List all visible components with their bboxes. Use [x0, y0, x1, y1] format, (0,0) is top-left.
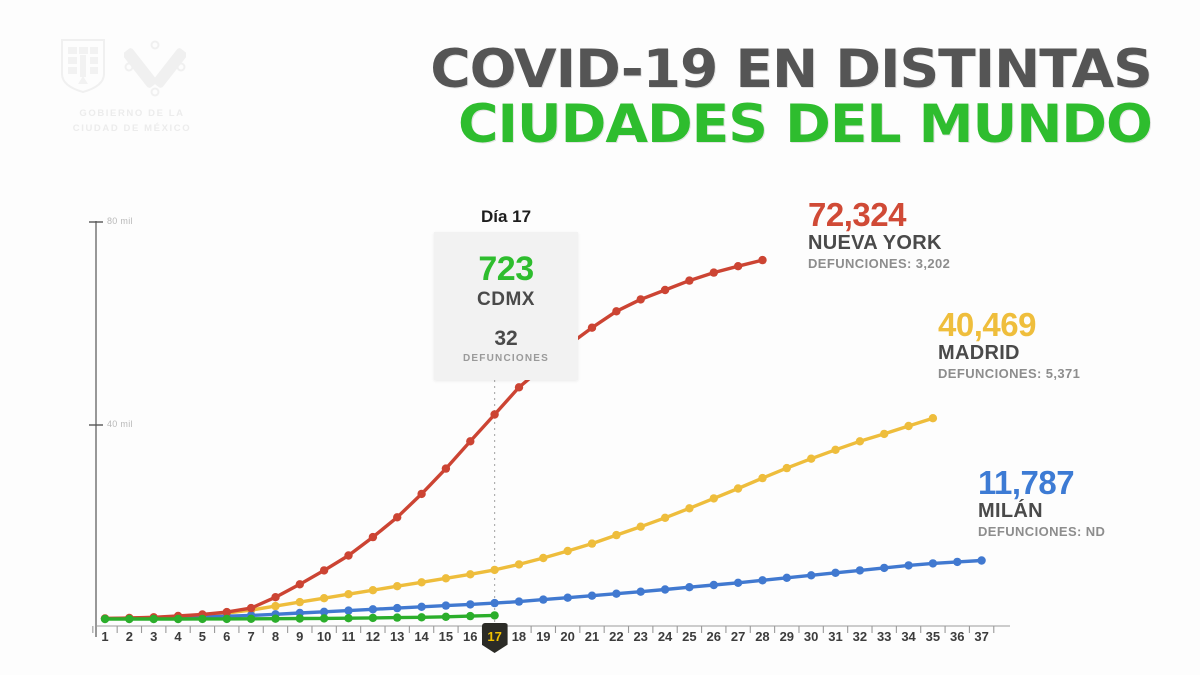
government-logo: GOBIERNO DE LA CIUDAD DE MÉXICO [52, 36, 212, 151]
xtick-label: 19 [536, 629, 551, 644]
xtick-label: 32 [852, 629, 868, 644]
xtick-label: 36 [950, 629, 965, 644]
xtick-label: 13 [389, 629, 405, 644]
callout-value: 40,469 [938, 306, 1036, 343]
xtick-label-highlighted: 17 [487, 629, 502, 644]
xtick-label: 14 [414, 629, 429, 644]
callout-deaths: DEFUNCIONES: 5,371 [938, 366, 1081, 381]
xtick-label: 8 [271, 629, 280, 644]
callout-city: MILÁN [978, 500, 1043, 522]
callout-value: 11,787 [978, 464, 1075, 501]
xtick-label: 4 [174, 629, 182, 644]
xtick-label: 31 [828, 629, 843, 644]
xtick-label: 2 [125, 629, 133, 644]
xtick-label: 20 [560, 629, 575, 644]
x-axis: 1 2 3 4 5 6 7 8 9 10 11 12 13 14 15 16 17 18 19 20 21 22 23 24 2… [0, 623, 1200, 655]
ytick-label-40mil: 40 mil [107, 419, 133, 429]
title-line-primary: COVID-19 EN DISTINTAS [430, 39, 1153, 100]
logo-wordmark: GOBIERNO DE LA CIUDAD DE MÉXICO [52, 106, 212, 136]
ytick-label-80mil: 80 mil [107, 216, 133, 226]
callout-nueva-york: 72,324 NUEVA YORK DEFUNCIONES: 3,202 [808, 198, 950, 272]
tooltip-city-name: CDMX [477, 289, 535, 310]
xtick-label: 9 [296, 629, 304, 644]
callout-value: 72,324 [808, 196, 906, 233]
xtick-label: 6 [223, 629, 231, 644]
cdmx-x-mark-icon [124, 40, 186, 97]
tooltip-deaths-label: DEFUNCIONES [463, 353, 549, 364]
xtick-label: 12 [365, 629, 381, 644]
page-title: COVID-19 EN DISTINTAS CIUDADES DEL MUNDO [430, 42, 1153, 152]
callout-deaths: DEFUNCIONES: 3,202 [808, 256, 951, 271]
callout-madrid: 40,469 MADRID DEFUNCIONES: 5,371 [938, 308, 1080, 382]
tooltip-cases-value: 723 [478, 250, 534, 288]
tooltip-day-label: Día 17 [480, 207, 532, 226]
tooltip-card-cdmx: 723 CDMX 32 DEFUNCIONES [434, 232, 578, 380]
callout-milan: 11,787 MILÁN DEFUNCIONES: ND [978, 466, 1105, 540]
cdmx-shield-icon [61, 39, 105, 94]
xtick-label: 5 [198, 629, 206, 644]
xtick-label: 29 [779, 629, 795, 644]
xtick-label: 10 [316, 629, 332, 644]
xtick-label: 28 [755, 629, 770, 644]
xtick-label: 11 [341, 629, 356, 644]
xtick-label: 34 [901, 629, 916, 644]
xtick-label: 18 [511, 629, 527, 644]
xtick-label: 21 [584, 629, 600, 644]
xtick-label: 27 [730, 629, 746, 644]
xtick-label: 23 [633, 629, 648, 644]
logo-line-2: CIUDAD DE MÉXICO [72, 123, 192, 134]
callout-deaths: DEFUNCIONES: ND [978, 524, 1106, 539]
xtick-label: 22 [609, 629, 624, 644]
title-line-secondary: CIUDADES DEL MUNDO [458, 94, 1153, 155]
xtick-label: 25 [682, 629, 697, 644]
tooltip-deaths-value: 32 [494, 327, 518, 350]
xtick-label: 1 [101, 629, 109, 644]
xtick-label: 33 [876, 629, 892, 644]
xtick-label: 24 [657, 629, 673, 644]
xtick-label: 30 [803, 629, 819, 644]
callout-city: NUEVA YORK [808, 232, 942, 254]
callout-city: MADRID [938, 342, 1020, 364]
xtick-label: 37 [974, 629, 989, 644]
xtick-label: 7 [247, 629, 255, 644]
xtick-label: 26 [706, 629, 721, 644]
xtick-label: 35 [925, 629, 941, 644]
logo-line-1: GOBIERNO DE LA [79, 108, 185, 119]
xtick-label: 3 [150, 629, 158, 644]
xtick-label: 16 [463, 629, 478, 644]
xtick-label: 15 [438, 629, 454, 644]
